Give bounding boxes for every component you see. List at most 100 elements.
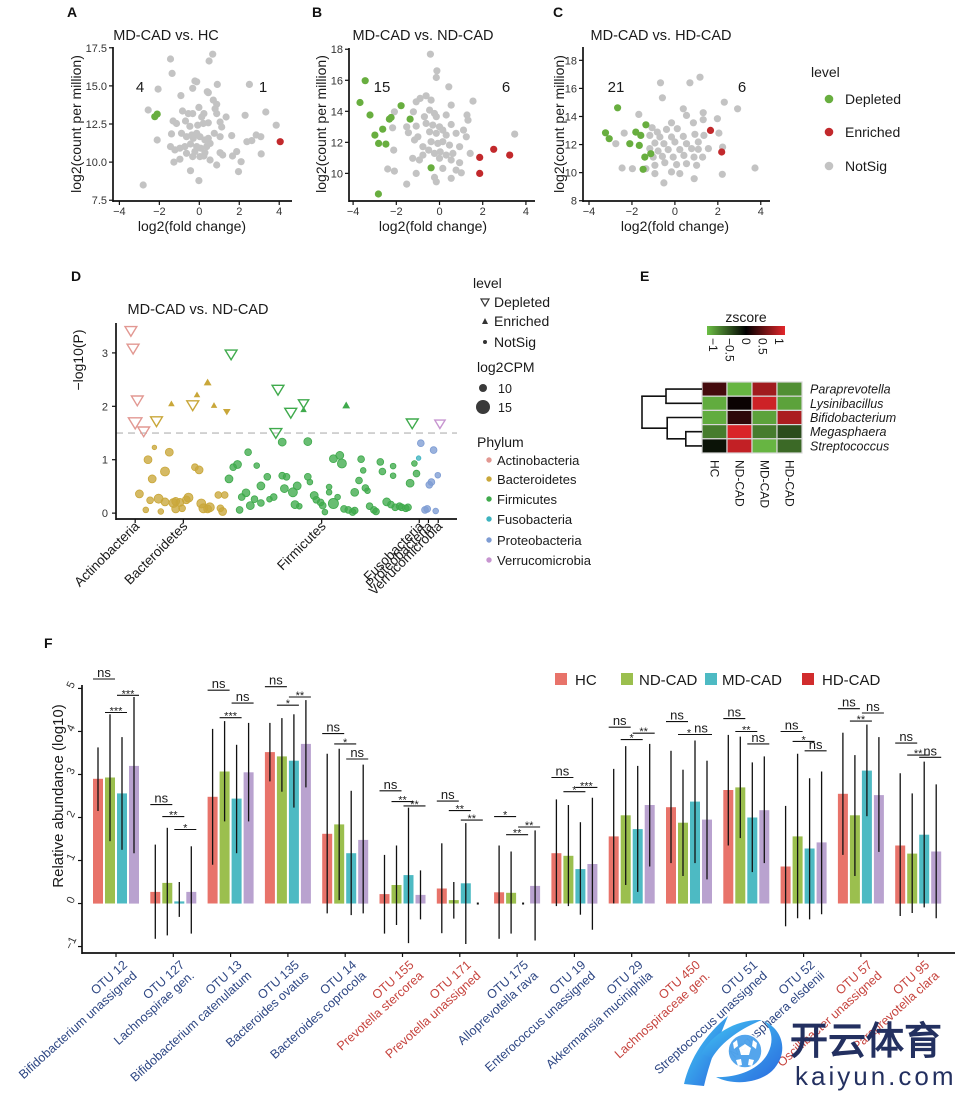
- point-notsig: [189, 153, 197, 161]
- significance-label: **: [914, 748, 923, 760]
- point-notsig: [457, 169, 465, 177]
- point-notsig: [218, 123, 226, 131]
- point-notsig: [679, 105, 687, 113]
- row-label: Megasphaera: [810, 425, 886, 439]
- bar-nd-cad: [735, 787, 746, 904]
- point-notsig: [144, 106, 152, 114]
- column-label: HC: [708, 460, 722, 478]
- point-notsig: [445, 83, 453, 91]
- point-notsig: [183, 492, 194, 503]
- x-tick-label: 4: [523, 206, 529, 218]
- colorbar-tick-label: −1: [706, 338, 720, 352]
- panel-title: MD-CAD vs. ND-CAD: [353, 28, 494, 44]
- point-notsig: [228, 132, 236, 140]
- significance-label: *: [801, 734, 806, 746]
- column-label: ND-CAD: [733, 460, 747, 507]
- y-axis-label: log2(count per million): [551, 55, 567, 193]
- point-notsig: [667, 119, 676, 127]
- point-enriched: [476, 153, 484, 161]
- category-label: OTU 12Bifidobacterium unassigned: [7, 958, 140, 1082]
- heatmap-cell: [751, 438, 778, 454]
- point-notsig: [409, 154, 417, 162]
- point-notsig: [661, 159, 669, 167]
- point-notsig: [511, 130, 519, 138]
- point-depleted: [153, 110, 161, 118]
- point-notsig: [429, 121, 437, 129]
- volcano-plot-area: −4 −2 0 2 4 8 10 12 14 16 18: [565, 47, 770, 218]
- point-notsig: [390, 146, 398, 154]
- enriched-count: 6: [738, 79, 746, 96]
- heatmap-cell: [776, 381, 803, 397]
- point-notsig: [189, 84, 197, 92]
- point-notsig: [700, 131, 708, 139]
- point-notsig: [390, 167, 398, 175]
- point-notsig: [432, 73, 440, 82]
- y-tick-label: 10.0: [86, 157, 107, 169]
- x-tick-label: 2: [236, 206, 242, 218]
- point-notsig: [432, 178, 440, 186]
- point-notsig: [679, 132, 687, 140]
- point-notsig: [447, 120, 455, 129]
- significance-label: ns: [727, 705, 741, 720]
- heatmap-cell: [776, 395, 803, 412]
- point-notsig: [153, 136, 161, 144]
- depleted-count: 4: [136, 79, 144, 96]
- point-notsig: [445, 141, 454, 149]
- y-tick-label: 8: [571, 196, 577, 208]
- legend-item-label: MD-CAD: [722, 672, 782, 689]
- bar-hd-cad: [243, 772, 254, 904]
- point-notsig: [204, 502, 215, 513]
- heatmap-cell: [701, 424, 728, 440]
- significance-label: **: [398, 795, 407, 807]
- significance-label: ns: [556, 764, 570, 779]
- significance-label: **: [456, 804, 465, 816]
- panel-title: MD-CAD vs. ND-CAD: [128, 302, 269, 318]
- soccer-ball-icon: [727, 1033, 763, 1069]
- point-notsig: [429, 446, 438, 454]
- y-tick-label: 12.5: [86, 119, 107, 131]
- heatmap-cell: [701, 395, 728, 412]
- point-notsig: [182, 149, 191, 157]
- point-depleted: [222, 409, 231, 416]
- heatmap-cell: [751, 409, 778, 426]
- point-notsig: [213, 161, 221, 169]
- zero-value-dot: [476, 902, 479, 905]
- point-notsig: [404, 129, 412, 137]
- point-notsig: [257, 150, 265, 158]
- point-notsig: [648, 124, 656, 132]
- significance-label: ns: [785, 718, 799, 733]
- point-notsig: [193, 78, 201, 86]
- y-tick-label: 15.0: [86, 81, 107, 93]
- point-depleted: [374, 190, 382, 198]
- point-notsig: [256, 481, 266, 491]
- y-tick-label: 0: [65, 895, 78, 906]
- point-notsig: [177, 92, 185, 100]
- point-depleted: [605, 135, 613, 143]
- point-depleted: [356, 98, 364, 107]
- colorbar-tick-label: −0.5: [723, 338, 737, 362]
- point-notsig: [206, 156, 214, 164]
- point-notsig: [694, 145, 702, 153]
- point-notsig: [435, 154, 444, 162]
- point-depleted: [283, 407, 298, 420]
- point-notsig: [403, 180, 411, 188]
- legend-item-label: Bacteroidetes: [497, 472, 577, 487]
- point-notsig: [250, 495, 259, 504]
- heatmap-cell: [776, 409, 803, 426]
- panel-title: MD-CAD vs. HC: [113, 28, 219, 44]
- point-notsig: [751, 164, 759, 172]
- point-notsig: [178, 504, 186, 513]
- point-notsig: [164, 447, 174, 457]
- point-notsig: [359, 467, 367, 474]
- point-notsig: [459, 126, 468, 134]
- y-tick-label: 7.5: [92, 195, 107, 207]
- point-notsig: [178, 107, 187, 115]
- significance-label: *: [286, 698, 291, 710]
- x-axis-label: log2(fold change): [621, 218, 729, 234]
- x-tick-label: 4: [276, 206, 282, 218]
- point-notsig: [214, 491, 223, 499]
- point-notsig: [224, 474, 234, 484]
- point-notsig: [306, 478, 314, 486]
- point-notsig: [673, 125, 681, 133]
- point-notsig: [415, 156, 423, 164]
